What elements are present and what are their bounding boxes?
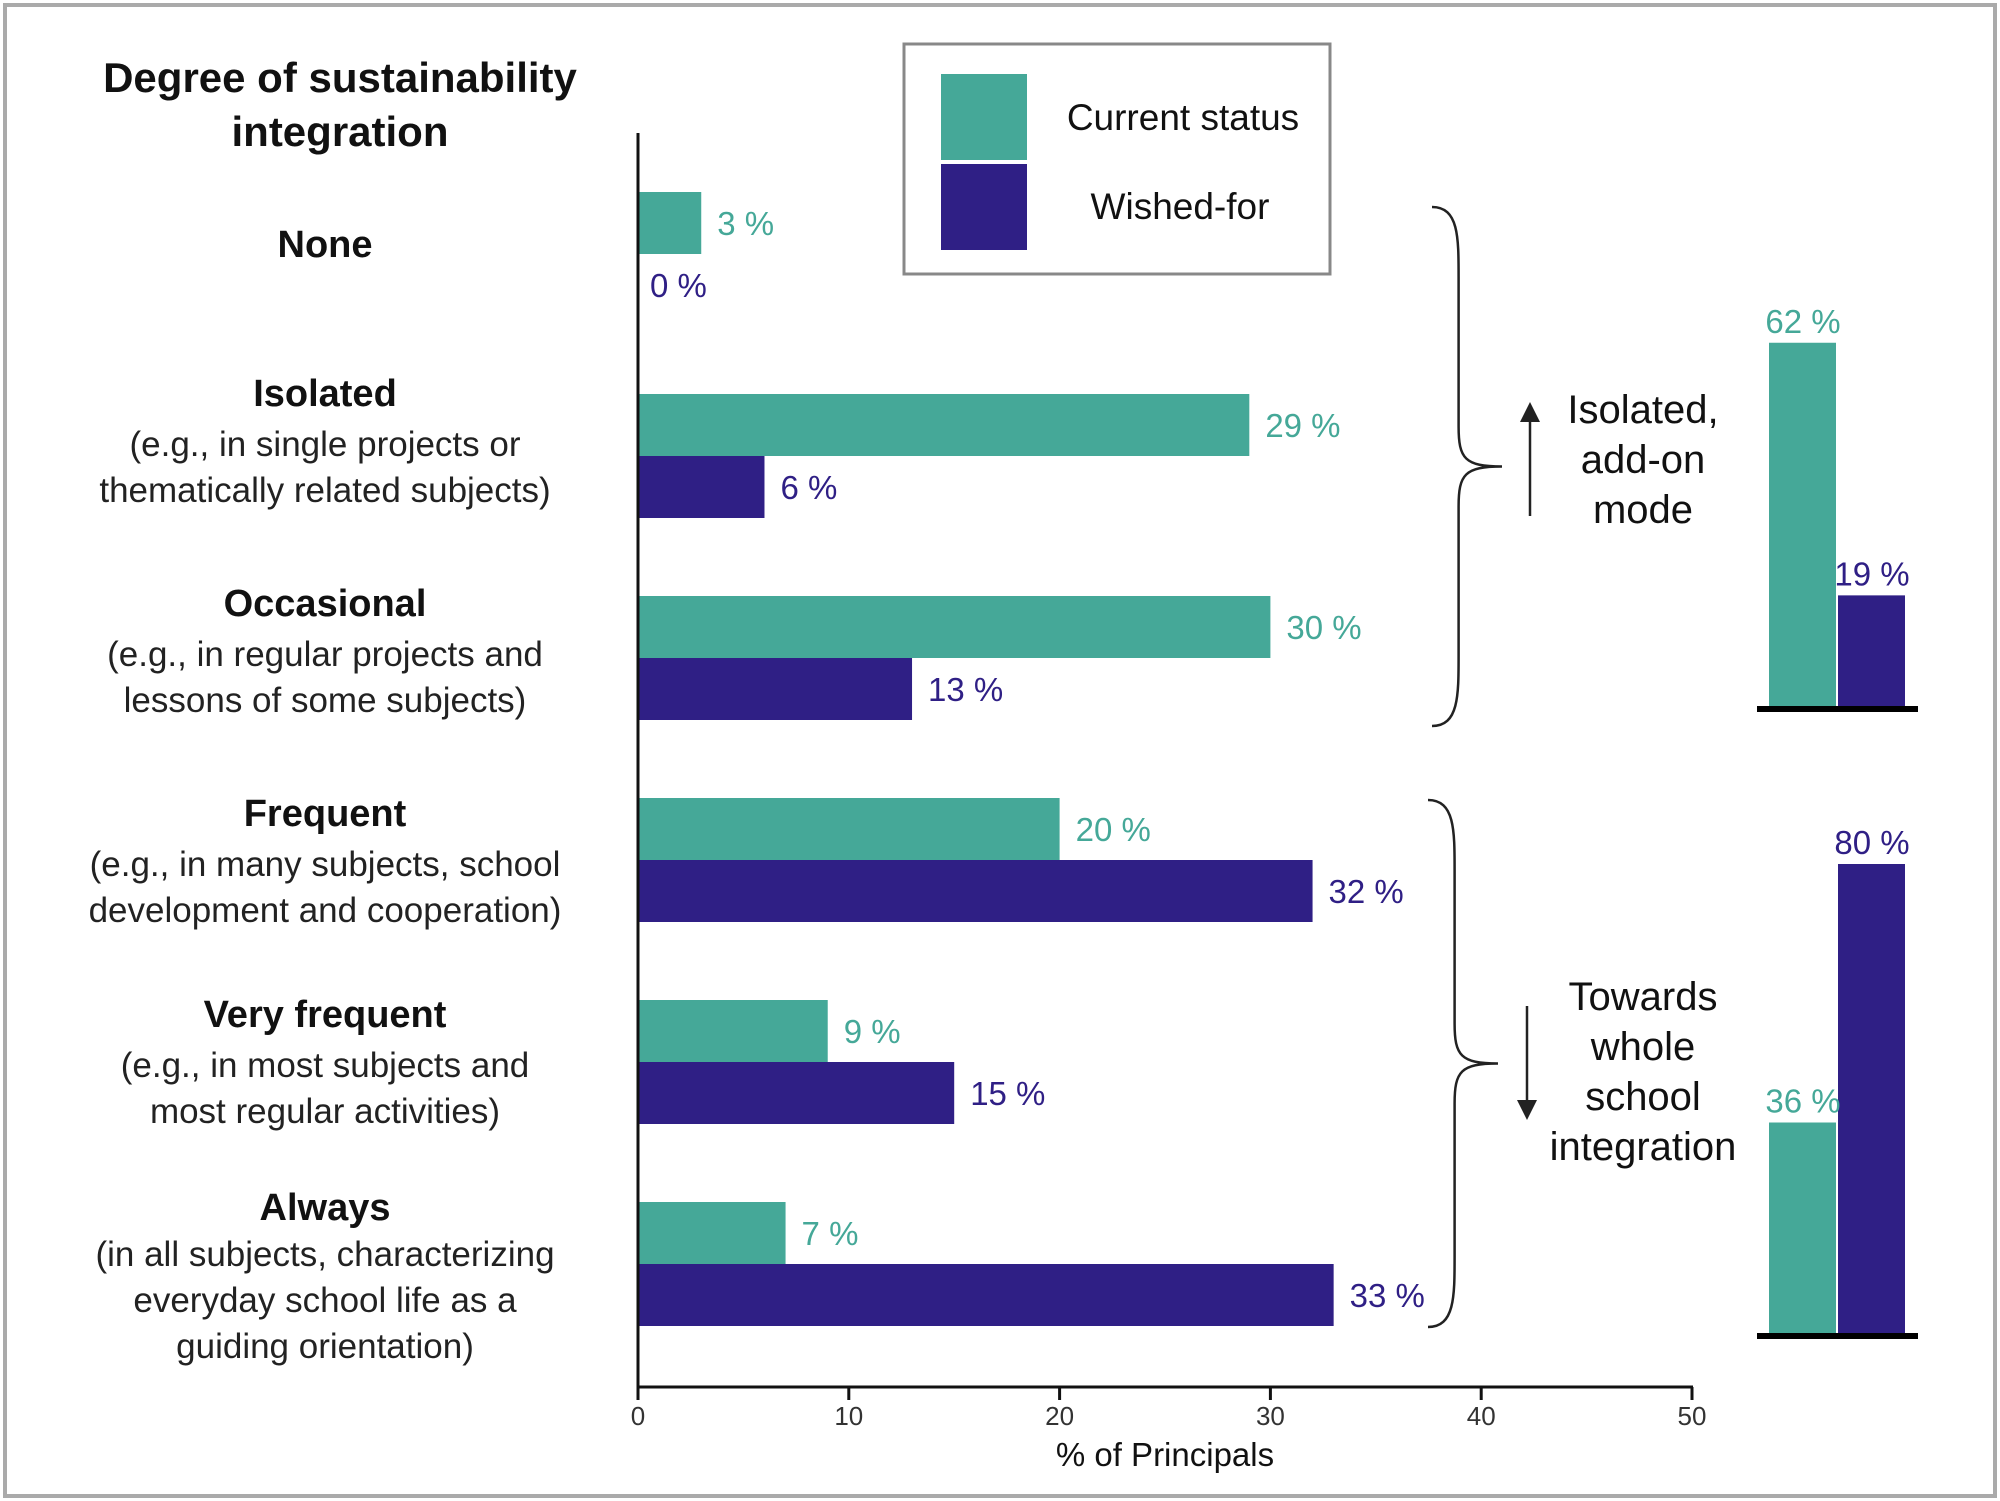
- legend-label-wished: Wished-for: [1091, 186, 1270, 227]
- bar-current-4: [638, 1000, 828, 1062]
- category-desc-4-1: most regular activities): [150, 1092, 500, 1131]
- bar-current-0: [638, 192, 702, 254]
- category-desc-1-1: thematically related subjects): [99, 471, 550, 510]
- group-label-whole-school-3: integration: [1550, 1125, 1737, 1169]
- category-desc-4-0: (e.g., in most subjects and: [121, 1046, 530, 1085]
- category-name-5: Always: [260, 1187, 391, 1229]
- category-name-0: None: [278, 224, 373, 266]
- mini-bar-wished-isolated: [1838, 595, 1905, 707]
- category-desc-1-0: (e.g., in single projects or: [129, 425, 520, 464]
- x-tick-label-2: 20: [1045, 1401, 1074, 1431]
- bar-current-2: [638, 596, 1271, 658]
- category-name-2: Occasional: [224, 583, 427, 625]
- x-tick-label-4: 40: [1467, 1401, 1496, 1431]
- x-tick-label-3: 30: [1256, 1401, 1285, 1431]
- bar-wished-1: [638, 456, 765, 518]
- category-desc-3-0: (e.g., in many subjects, school: [90, 845, 561, 884]
- mini-bar-current-isolated: [1769, 342, 1836, 707]
- value-label-wished-0: 0 %: [650, 267, 707, 304]
- category-desc-5-1: everyday school life as a: [133, 1281, 517, 1320]
- legend-label-current: Current status: [1067, 97, 1299, 138]
- value-label-wished-2: 13 %: [928, 671, 1003, 708]
- value-label-wished-4: 15 %: [970, 1075, 1045, 1112]
- category-name-4: Very frequent: [204, 994, 447, 1036]
- x-tick-label-0: 0: [631, 1401, 645, 1431]
- value-label-current-3: 20 %: [1076, 811, 1151, 848]
- group-label-whole-school-0: Towards: [1569, 975, 1718, 1019]
- category-name-3: Frequent: [244, 793, 407, 835]
- value-label-current-2: 30 %: [1286, 609, 1361, 646]
- brace-whole-school-group: [1427, 798, 1499, 1329]
- legend-swatch-wished: [941, 164, 1027, 250]
- y-axis-title-line-0: Degree of sustainability: [103, 54, 577, 101]
- value-label-wished-1: 6 %: [780, 469, 837, 506]
- x-tick-label-5: 50: [1678, 1401, 1707, 1431]
- value-label-current-0: 3 %: [717, 205, 774, 242]
- bar-current-5: [638, 1202, 786, 1264]
- group-label-isolated-2: mode: [1593, 488, 1693, 532]
- category-name-1: Isolated: [253, 373, 397, 415]
- group-label-isolated-0: Isolated,: [1567, 388, 1718, 432]
- value-label-current-4: 9 %: [844, 1013, 901, 1050]
- bar-wished-4: [638, 1062, 955, 1124]
- category-desc-3-1: development and cooperation): [89, 891, 562, 930]
- bar-wished-3: [638, 860, 1313, 922]
- x-axis-title: % of Principals: [1056, 1436, 1274, 1473]
- group-label-whole-school-1: whole: [1590, 1025, 1696, 1069]
- category-desc-2-0: (e.g., in regular projects and: [107, 635, 543, 674]
- bar-current-3: [638, 798, 1060, 860]
- value-label-wished-5: 33 %: [1350, 1277, 1425, 1314]
- value-label-current-5: 7 %: [802, 1215, 859, 1252]
- arrow-up-head: [1520, 402, 1540, 422]
- mini-value-current-whole-school: 36 %: [1765, 1083, 1840, 1120]
- category-desc-2-1: lessons of some subjects): [124, 681, 527, 720]
- legend-swatch-current: [941, 74, 1027, 160]
- value-label-current-1: 29 %: [1265, 407, 1340, 444]
- category-desc-5-0: (in all subjects, characterizing: [95, 1235, 554, 1274]
- arrow-down-head: [1517, 1100, 1537, 1120]
- x-tick-label-1: 10: [834, 1401, 863, 1431]
- category-desc-5-2: guiding orientation): [176, 1327, 474, 1366]
- value-label-wished-3: 32 %: [1329, 873, 1404, 910]
- mini-value-wished-isolated: 19 %: [1834, 555, 1909, 592]
- mini-bar-current-whole-school: [1769, 1122, 1836, 1334]
- group-label-whole-school-2: school: [1585, 1075, 1701, 1119]
- brace-isolated-group: [1431, 205, 1503, 728]
- y-axis-title-line-1: integration: [232, 108, 449, 155]
- bar-wished-5: [638, 1264, 1334, 1326]
- bar-wished-2: [638, 658, 913, 720]
- mini-bar-wished-whole-school: [1838, 864, 1905, 1334]
- mini-value-wished-whole-school: 80 %: [1834, 824, 1909, 861]
- mini-value-current-isolated: 62 %: [1765, 303, 1840, 340]
- bar-current-1: [638, 394, 1250, 456]
- group-label-isolated-1: add-on: [1581, 438, 1706, 482]
